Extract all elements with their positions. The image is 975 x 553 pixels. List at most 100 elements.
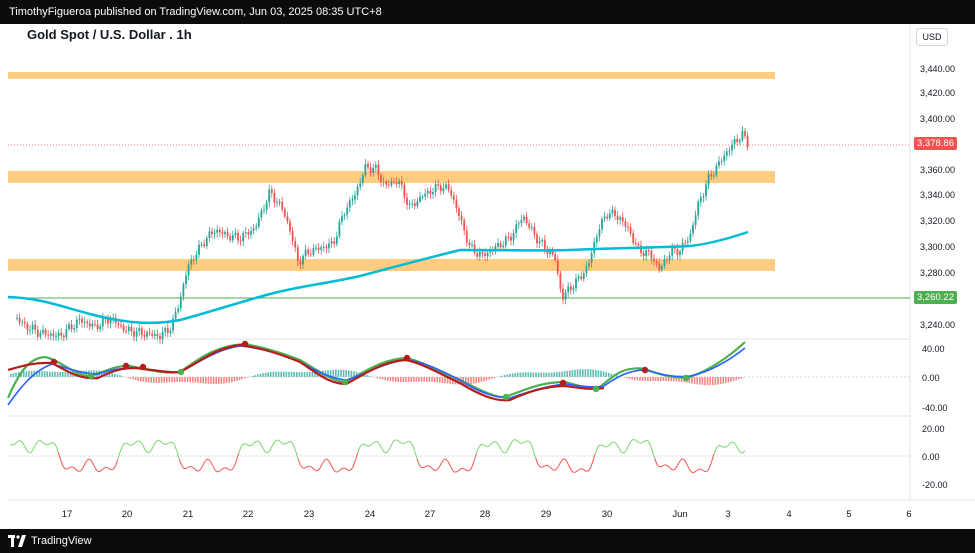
candle-up bbox=[146, 329, 148, 340]
osc2-segment bbox=[592, 453, 596, 461]
osc2-segment bbox=[711, 453, 715, 462]
candle-up bbox=[442, 182, 445, 195]
candle-up bbox=[686, 236, 689, 246]
osc2-segment bbox=[333, 469, 336, 473]
candle-down bbox=[70, 319, 73, 333]
histogram-bar bbox=[608, 372, 610, 377]
histogram-bar bbox=[467, 377, 470, 385]
osc2-segment bbox=[29, 450, 33, 454]
histogram-bar bbox=[116, 374, 119, 377]
osc2-segment bbox=[377, 441, 380, 445]
candle-up bbox=[208, 226, 211, 242]
osc2-segment bbox=[392, 439, 396, 443]
osc2-segment bbox=[641, 441, 644, 444]
histogram-bar bbox=[220, 377, 223, 384]
osc2-segment bbox=[416, 458, 420, 465]
histogram-bar bbox=[537, 372, 540, 377]
candle-up bbox=[348, 196, 351, 213]
osc2-segment bbox=[451, 469, 455, 473]
histogram-bar bbox=[488, 377, 490, 380]
histogram-bar bbox=[202, 377, 204, 384]
histogram-bar bbox=[457, 377, 459, 385]
signal-dot bbox=[122, 362, 130, 370]
osc2-segment bbox=[447, 460, 451, 466]
publish-bar: TimothyFigueroa published on TradingView… bbox=[0, 0, 975, 24]
histogram-bar bbox=[236, 377, 238, 381]
price-axis[interactable]: 3,440.00 3,420.00 3,400.00 3,360.00 3,340.00… bbox=[920, 64, 955, 330]
histogram-bar bbox=[706, 377, 709, 386]
histogram-bar bbox=[311, 371, 314, 377]
histogram-bar bbox=[254, 375, 256, 377]
tradingview-logo[interactable]: TradingView bbox=[8, 534, 92, 548]
osc2-segment bbox=[359, 443, 363, 448]
histogram-bar bbox=[545, 372, 548, 377]
candle-up bbox=[421, 194, 424, 200]
histogram-bar bbox=[571, 370, 574, 377]
histogram-bar bbox=[363, 374, 366, 377]
chart-area[interactable]: 3,440.00 3,420.00 3,400.00 3,360.00 3,340.00… bbox=[0, 24, 975, 529]
histogram-bar bbox=[267, 372, 269, 377]
candle-up bbox=[445, 181, 447, 191]
candle-up bbox=[21, 319, 24, 327]
osc2-segment bbox=[214, 468, 218, 473]
candle-down bbox=[606, 213, 609, 221]
candle-up bbox=[242, 230, 245, 247]
histogram-bar bbox=[628, 377, 631, 379]
histogram-bar bbox=[293, 372, 295, 377]
currency-badge[interactable]: USD bbox=[916, 28, 948, 46]
histogram-bar bbox=[192, 377, 194, 383]
candle-down bbox=[556, 255, 559, 277]
histogram-bar bbox=[498, 376, 501, 377]
histogram-bar bbox=[693, 377, 696, 384]
chart-canvas[interactable]: 3,440.00 3,420.00 3,400.00 3,360.00 3,340.00… bbox=[0, 24, 975, 529]
osc2-segment bbox=[291, 441, 295, 446]
osc2-segment bbox=[20, 440, 24, 444]
osc2-segment bbox=[69, 466, 72, 469]
candle-up bbox=[471, 240, 473, 248]
histogram-bar bbox=[262, 373, 264, 377]
time-tick-label: Jun bbox=[672, 509, 687, 520]
osc2-segment bbox=[737, 448, 741, 453]
candle-down bbox=[463, 217, 466, 236]
candle-down bbox=[130, 322, 133, 336]
osc2-segment bbox=[363, 443, 367, 446]
osc2-segment bbox=[610, 441, 614, 445]
histogram-bar bbox=[480, 377, 483, 383]
histogram-bar bbox=[636, 377, 639, 381]
candle-up bbox=[99, 323, 102, 333]
osc2-segment bbox=[502, 451, 506, 454]
candle-down bbox=[309, 249, 312, 258]
osc2-segment bbox=[262, 447, 266, 453]
osc2-tick-label: 0.00 bbox=[922, 452, 940, 462]
histogram-bar bbox=[561, 371, 563, 377]
candle-down bbox=[624, 218, 627, 232]
time-axis[interactable]: 17 20 21 22 23 24 27 28 29 30 Jun 3 4 5 6 bbox=[62, 509, 912, 520]
histogram-bar bbox=[639, 377, 641, 381]
osc2-segment bbox=[469, 466, 473, 471]
histogram-bar bbox=[517, 372, 519, 377]
osc2-tick-label: -20.00 bbox=[922, 480, 948, 490]
histogram-bar bbox=[147, 377, 150, 383]
histogram-bar bbox=[12, 373, 15, 377]
histogram-bar bbox=[532, 372, 535, 377]
osc2-segment bbox=[506, 446, 510, 452]
oscillator1-axis[interactable]: 40.00 0.00 -40.00 bbox=[922, 344, 948, 413]
price-tick-label: 3,320.00 bbox=[920, 216, 955, 226]
candle-up bbox=[489, 246, 492, 258]
signal-dot bbox=[177, 368, 185, 376]
osc2-segment bbox=[66, 467, 70, 470]
candle-down bbox=[632, 229, 635, 246]
osc2-segment bbox=[546, 464, 550, 467]
histogram-bar bbox=[524, 372, 527, 377]
candle-up bbox=[619, 215, 622, 225]
candle-down bbox=[744, 127, 746, 139]
osc2-segment bbox=[47, 443, 50, 446]
osc2-segment bbox=[524, 440, 528, 443]
candle-down bbox=[291, 226, 294, 246]
osc2-segment bbox=[148, 450, 152, 454]
oscillator2-axis[interactable]: 20.00 0.00 -20.00 bbox=[922, 424, 948, 490]
osc2-segment bbox=[651, 450, 656, 459]
osc2-segment bbox=[99, 469, 103, 472]
osc2-segment bbox=[647, 440, 651, 445]
candle-up bbox=[55, 331, 57, 341]
